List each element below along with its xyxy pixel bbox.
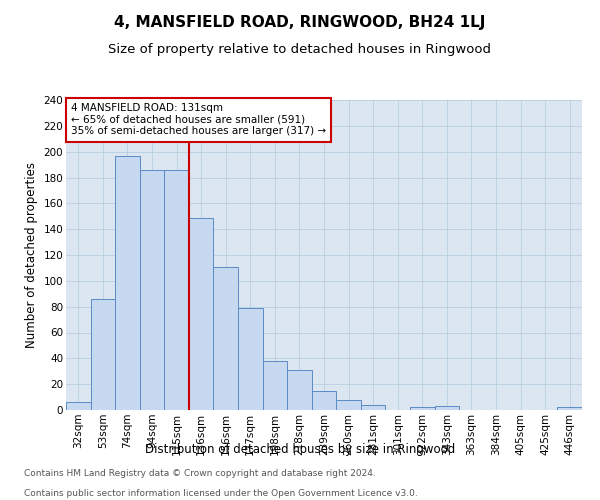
Bar (287, 370, 312, 410)
Text: 4 MANSFIELD ROAD: 131sqm
← 65% of detached houses are smaller (591)
35% of semi-: 4 MANSFIELD ROAD: 131sqm ← 65% of detach… (71, 103, 326, 136)
Bar (336, 400, 361, 410)
Bar (91, 299, 115, 410)
Bar (214, 266, 238, 410)
Bar (189, 218, 214, 410)
Bar (361, 405, 385, 410)
Text: Contains public sector information licensed under the Open Government Licence v3: Contains public sector information licen… (24, 488, 418, 498)
Bar (238, 308, 263, 410)
Bar (312, 390, 336, 410)
Bar (263, 361, 287, 410)
Bar (164, 170, 189, 410)
Bar (557, 408, 582, 410)
Y-axis label: Number of detached properties: Number of detached properties (25, 162, 38, 348)
Bar (115, 156, 140, 410)
Text: 4, MANSFIELD ROAD, RINGWOOD, BH24 1LJ: 4, MANSFIELD ROAD, RINGWOOD, BH24 1LJ (115, 15, 485, 30)
Text: Distribution of detached houses by size in Ringwood: Distribution of detached houses by size … (145, 442, 455, 456)
Bar (140, 170, 164, 410)
Text: Contains HM Land Registry data © Crown copyright and database right 2024.: Contains HM Land Registry data © Crown c… (24, 468, 376, 477)
Bar (410, 408, 434, 410)
Text: Size of property relative to detached houses in Ringwood: Size of property relative to detached ho… (109, 42, 491, 56)
Bar (66, 402, 91, 410)
Bar (434, 406, 459, 410)
